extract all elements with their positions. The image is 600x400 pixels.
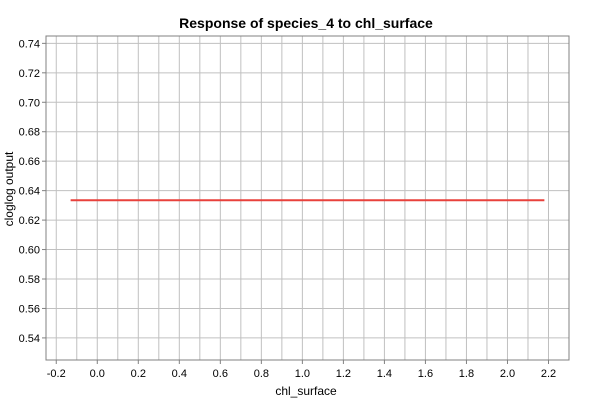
y-tick-label: 0.60 bbox=[19, 245, 40, 257]
x-tick-label: 0.0 bbox=[90, 368, 105, 380]
plot-border bbox=[45, 35, 570, 361]
chart-title: Response of species_4 to chl_surface bbox=[179, 15, 433, 31]
x-tick-label: 1.2 bbox=[336, 368, 351, 380]
y-tick-label: 0.74 bbox=[19, 38, 40, 50]
y-tick-label: 0.58 bbox=[19, 274, 40, 286]
x-tick-label: 1.0 bbox=[295, 368, 310, 380]
x-tick-label: 1.8 bbox=[459, 368, 474, 380]
y-tick-label: 0.64 bbox=[19, 186, 40, 198]
x-tick-label: 0.6 bbox=[213, 368, 228, 380]
y-tick-label: 0.62 bbox=[19, 215, 40, 227]
grid-lines bbox=[46, 36, 569, 360]
y-tick-label: 0.72 bbox=[19, 68, 40, 80]
x-tick-label: 1.6 bbox=[418, 368, 433, 380]
x-tick-label: 0.2 bbox=[131, 368, 146, 380]
x-tick-label: 0.8 bbox=[254, 368, 269, 380]
x-tick-label: 0.4 bbox=[172, 368, 187, 380]
x-tick-label: 2.2 bbox=[541, 368, 556, 380]
x-tick-label: 2.0 bbox=[500, 368, 515, 380]
x-axis-label: chl_surface bbox=[275, 384, 337, 398]
y-tick-label: 0.68 bbox=[19, 127, 40, 139]
plot-area bbox=[45, 35, 570, 361]
axis-ticks: -0.2 0.0 0.2 0.4 0.6 0.8 1.0 1.2 1.4 1.6 1.8 2.0 2.2… bbox=[19, 35, 570, 380]
y-tick-label: 0.56 bbox=[19, 303, 40, 315]
y-tick-label: 0.54 bbox=[19, 333, 40, 345]
y-axis-label: cloglog output bbox=[2, 151, 16, 226]
x-tick-label: -0.2 bbox=[47, 368, 66, 380]
y-tick-label: 0.70 bbox=[19, 97, 40, 109]
y-tick-label: 0.66 bbox=[19, 156, 40, 168]
x-tick-label: 1.4 bbox=[377, 368, 392, 380]
